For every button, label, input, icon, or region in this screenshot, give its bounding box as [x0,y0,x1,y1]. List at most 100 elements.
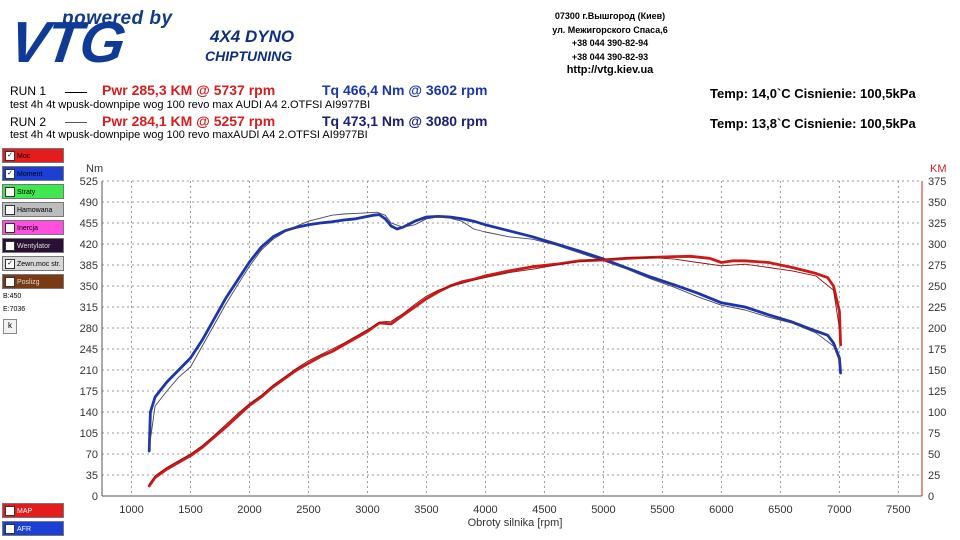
y-right-tick-label: 350 [928,197,946,209]
contact-url: http://vtg.kiev.ua [566,64,654,76]
run-1-conditions: Temp: 14,0`C Cisnienie: 100,5kPa [710,86,916,101]
y-left-tick-label: 70 [86,449,98,461]
run-1-line-sample [65,92,87,93]
curve-toggle-bottom-1[interactable]: AFR [2,521,64,536]
checkbox-icon[interactable]: ✓ [5,258,15,269]
checkbox-icon[interactable] [5,276,15,287]
y-right-tick-label: 150 [928,365,946,377]
contact-block: 07300 г.Вышгород (Киев) ул. Межигорского… [500,10,720,78]
y-left-tick-label: 210 [80,365,98,377]
checkbox-icon[interactable]: ✓ [5,150,15,161]
y-left-tick-label: 420 [80,239,98,251]
checkbox-icon[interactable] [5,186,15,197]
y-right-tick-label: 25 [928,470,940,482]
y-left-tick-label: 140 [80,407,98,419]
y-right-tick-label: 300 [928,239,946,251]
contact-street: ул. Межигорского Спаса,6 [552,24,668,35]
y-right-tick-label: 75 [928,428,940,440]
y-right-tick-label: 50 [928,449,940,461]
curve-toggle-label: Zewn.moc str. [17,261,61,268]
x-tick-label: 2500 [296,504,320,516]
curve-toggle-5[interactable]: Wentylator [2,238,64,253]
curve-toggle-0[interactable]: ✓ Moc [2,148,64,163]
curve-toggle-1[interactable]: ✓ Moment [2,166,64,181]
y-right-tick-label: 200 [928,323,946,335]
y-left-tick-label: 280 [80,323,98,335]
chart-frame [101,181,923,497]
curve-toggle-label: Poslizg [17,279,40,286]
chart-ticks: 1000 1500 2000 2500 3000 3500 4000 4500 5000 5500… [80,176,947,516]
x-tick-label: 4000 [473,504,497,516]
y-left-tick-label: 490 [80,197,98,209]
x-tick-label: 7500 [886,504,910,516]
series-line-tq-run-1 [147,213,842,453]
contact-address: 07300 г.Вышгород (Киев) [554,11,666,21]
curve-toggle-bottom-0[interactable]: MAP [2,503,64,518]
checkbox-icon[interactable] [5,204,15,215]
run-2-conditions: Temp: 13,8`C Cisnienie: 100,5kPa [710,116,916,131]
y-right-tick-label: 175 [928,344,946,356]
x-tick-label: 6500 [768,504,792,516]
run-1-label: RUN 1 [10,84,47,98]
curve-toggle-label: Wentylator [17,243,51,250]
y-right-tick-label: 0 [928,491,934,503]
y-right-tick-label: 100 [928,407,946,419]
x-tick-label: 1500 [178,504,202,516]
x-tick-label: 6000 [709,504,733,516]
x-tick-label: 2000 [237,504,261,516]
curve-toggle-label: MAP [17,508,33,515]
y-left-tick-label: 0 [92,491,98,503]
curve-toggle-6[interactable]: ✓ Zewn.moc str. [2,256,64,271]
x-tick-label: 5000 [591,504,615,516]
curve-toggle-label: Moc [17,153,31,160]
contact-phone-2: +38 044 390-82-93 [571,51,649,62]
logo-chiptuning: CHIPTUNING [205,48,293,64]
y-left-tick-label: 385 [80,260,98,272]
x-tick-label: 5500 [650,504,674,516]
logo-4x4-dyno: 4X4 DYNO [210,27,295,46]
curve-toggle-3[interactable]: Hamowana [2,202,64,217]
y-right-tick-label: 250 [928,281,946,293]
series-line-tq-run-2 [148,211,840,449]
run-1-torque: Tq 466,4 Nm @ 3602 rpm [322,82,488,98]
curve-toggle-label: AFR [17,526,31,533]
y-right-tick-label: 125 [928,386,946,398]
run-2-power: Pwr 284,1 KM @ 5257 rpm [102,113,276,129]
x-tick-label: 3500 [414,504,438,516]
run-1-power: Pwr 285,3 KM @ 5737 rpm [102,82,276,98]
chart-grid [102,180,922,497]
checkbox-icon[interactable] [5,523,15,534]
b-value: B:450 [3,293,22,300]
x-tick-label: 3000 [355,504,379,516]
y-left-tick-label: 175 [80,386,98,398]
y-left-axis-title: Nm [86,163,103,175]
curve-toggle-4[interactable]: Inercja [2,220,64,235]
x-axis-title: Obroty silnika [rpm] [468,517,563,529]
y-left-tick-label: 245 [80,344,98,356]
chart-background [72,150,960,540]
series-line-pwr-run-2 [148,256,840,485]
checkbox-icon[interactable] [5,505,15,516]
e-value: E:7036 [3,306,26,313]
curve-toggle-label: Straty [17,189,36,196]
checkbox-icon[interactable] [5,222,15,233]
checkbox-icon[interactable] [5,240,15,251]
run-1-description: test 4h 4t wpusk-downpipe wog 100 revo m… [10,99,371,111]
y-left-tick-label: 105 [80,428,98,440]
logo-powered-by: powered by [62,8,173,29]
chart-series [147,211,842,488]
curve-toggle-label: Moment [17,171,43,178]
run-2-torque: Tq 473,1 Nm @ 3080 rpm [322,113,488,129]
run-2-label: RUN 2 [10,115,47,129]
k-button[interactable]: k [3,319,17,334]
checkbox-icon[interactable]: ✓ [5,168,15,179]
y-left-tick-label: 315 [80,302,98,314]
series-line-pwr-run-1 [147,254,842,488]
curve-toggle-7[interactable]: Poslizg [2,274,64,289]
curve-toggle-2[interactable]: Straty [2,184,64,199]
y-left-tick-label: 350 [80,281,98,293]
run-2-line-sample [65,122,87,123]
run-2-description: test 4h 4t wpusk-downpipe wog 100 revo m… [10,129,368,141]
x-tick-label: 7000 [827,504,851,516]
